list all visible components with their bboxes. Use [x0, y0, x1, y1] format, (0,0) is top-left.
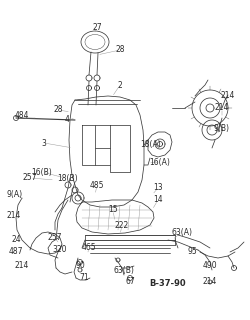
- Text: 16(A): 16(A): [150, 158, 171, 167]
- Text: 214: 214: [15, 260, 29, 269]
- Text: 24: 24: [11, 236, 21, 244]
- Text: 63(B): 63(B): [114, 266, 134, 275]
- Text: 214: 214: [221, 91, 235, 100]
- Text: 4: 4: [64, 116, 70, 124]
- Text: 222: 222: [115, 220, 129, 229]
- Text: 214: 214: [203, 277, 217, 286]
- Text: 484: 484: [15, 110, 29, 119]
- Text: 90: 90: [75, 260, 85, 269]
- Text: 95: 95: [187, 247, 197, 257]
- Text: 14: 14: [153, 196, 163, 204]
- Text: 13: 13: [153, 183, 163, 193]
- Text: 9(B): 9(B): [214, 124, 230, 132]
- Text: 3: 3: [42, 139, 46, 148]
- Text: 487: 487: [9, 247, 23, 257]
- Text: 67: 67: [125, 277, 135, 286]
- Text: 214: 214: [7, 211, 21, 220]
- Text: 28: 28: [53, 106, 63, 115]
- Text: 490: 490: [203, 260, 217, 269]
- Text: 18(B): 18(B): [58, 173, 78, 182]
- Text: 465: 465: [82, 243, 96, 252]
- Text: 27: 27: [92, 23, 102, 33]
- Text: 16(B): 16(B): [32, 167, 52, 177]
- Text: 71: 71: [79, 274, 89, 283]
- Text: 320: 320: [53, 245, 67, 254]
- Text: 257: 257: [48, 234, 62, 243]
- Text: 63(A): 63(A): [172, 228, 192, 236]
- Text: 28: 28: [115, 45, 125, 54]
- Text: 2: 2: [118, 81, 122, 90]
- Text: 9(A): 9(A): [7, 189, 23, 198]
- Text: 15: 15: [108, 205, 118, 214]
- Text: 214: 214: [215, 103, 229, 113]
- Text: 257: 257: [23, 173, 37, 182]
- Text: B-37-90: B-37-90: [150, 278, 186, 287]
- Text: 485: 485: [90, 180, 104, 189]
- Text: 18(A): 18(A): [140, 140, 162, 149]
